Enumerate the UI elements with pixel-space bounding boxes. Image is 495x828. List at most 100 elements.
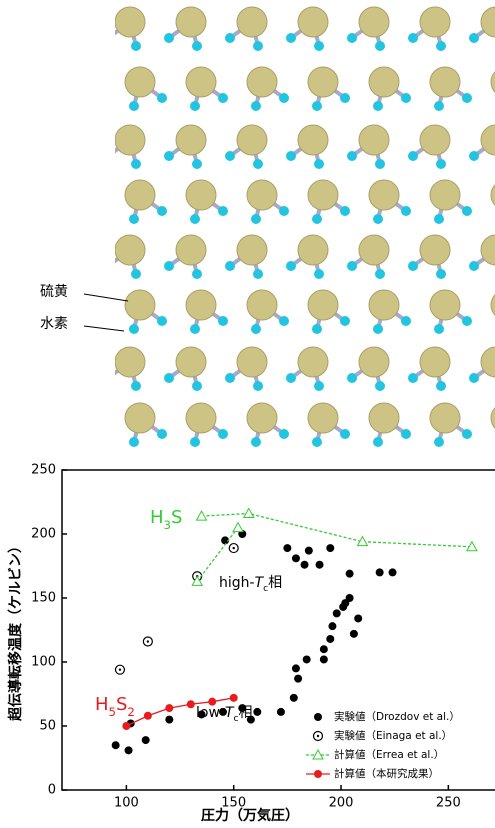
sulfur-atom — [247, 290, 277, 320]
hydrogen-atom — [279, 206, 289, 216]
sulfur-atom — [420, 125, 450, 155]
annotation: high-Tc相 — [219, 575, 282, 594]
hydrogen-atom — [373, 101, 383, 111]
marker-dot — [233, 547, 235, 549]
hydrogen-atom — [340, 429, 350, 439]
sulfur-atom — [237, 235, 267, 265]
marker — [339, 603, 347, 611]
hydrogen-atom — [253, 381, 263, 391]
sulfur-atom — [430, 403, 460, 433]
marker-dot — [317, 735, 319, 737]
sulfur-atom — [491, 403, 495, 433]
annotation-part: high- — [219, 575, 255, 591]
x-tick-label: 150 — [221, 796, 246, 811]
hydrogen-atom — [408, 261, 418, 271]
hydrogen-atom — [164, 151, 174, 161]
sulfur-atom — [176, 125, 206, 155]
sulfur-atom — [369, 67, 399, 97]
hydrogen-atom — [131, 41, 141, 51]
annotation-part: H — [150, 507, 164, 528]
annotation-part: 3 — [164, 518, 171, 532]
marker — [328, 622, 336, 630]
marker — [326, 544, 334, 552]
hydrogen-atom — [131, 269, 141, 279]
hydrogen-atom — [218, 93, 228, 103]
hydrogen-atom — [434, 437, 444, 447]
hydrogen-atom — [373, 214, 383, 224]
hydrogen-atom — [157, 93, 167, 103]
sulfur-atom — [369, 180, 399, 210]
hydrogen-atom — [340, 316, 350, 326]
marker — [230, 694, 238, 702]
annotation: H5S2 — [95, 694, 135, 719]
crystal-structure — [0, 0, 495, 447]
sulfur-atom — [247, 67, 277, 97]
hydrogen-atom — [462, 93, 472, 103]
marker-dot — [147, 640, 149, 642]
marker — [333, 609, 341, 617]
marker — [165, 716, 173, 724]
hydrogen-atom — [401, 316, 411, 326]
sulfur-atom — [359, 125, 389, 155]
sulfur-atom — [298, 235, 328, 265]
marker — [346, 570, 354, 578]
hydrogen-atom — [190, 101, 200, 111]
hydrogen-atom — [251, 437, 261, 447]
hydrogen-atom — [225, 33, 235, 43]
hydrogen-atom — [340, 93, 350, 103]
hydrogen-atom — [192, 41, 202, 51]
hydrogen-atom — [157, 206, 167, 216]
hydrogen-atom — [279, 429, 289, 439]
x-tick-label: 200 — [329, 796, 354, 811]
hydrogen-atom — [469, 151, 479, 161]
marker — [253, 708, 261, 716]
legend-marker — [314, 713, 322, 721]
sulfur-atom — [359, 7, 389, 37]
sulfur-atom — [237, 347, 267, 377]
hydrogen-atom — [375, 269, 385, 279]
hydrogen-atom — [253, 159, 263, 169]
sulfur-atom — [176, 235, 206, 265]
hydrogen-atom — [225, 261, 235, 271]
sulfur-atom — [247, 180, 277, 210]
hydrogen-atom — [314, 159, 324, 169]
hydrogen-atom — [401, 93, 411, 103]
sulfur-atom — [308, 180, 338, 210]
sulfur-atom — [308, 403, 338, 433]
y-tick-label: 0 — [48, 783, 56, 798]
annotation-part: 2 — [127, 705, 134, 719]
sulfur-atom — [420, 347, 450, 377]
marker — [283, 544, 291, 552]
sulfur-atom — [359, 235, 389, 265]
annotation: low-Tc相 — [196, 705, 253, 724]
y-tick-label: 100 — [31, 655, 56, 670]
sulfur-atom — [369, 403, 399, 433]
hydrogen-atom — [347, 33, 357, 43]
hydrogen-atom — [462, 316, 472, 326]
sulfur-atom — [491, 67, 495, 97]
hydrogen-atom — [251, 214, 261, 224]
hydrogen-atom — [279, 93, 289, 103]
hydrogen-atom — [164, 261, 174, 271]
hydrogen-atom — [129, 214, 139, 224]
y-tick-label: 150 — [31, 591, 56, 606]
annotation-part: 相 — [239, 705, 253, 721]
hydrogen-atom — [192, 269, 202, 279]
marker-dot — [119, 668, 121, 670]
hydrogen-atom — [314, 41, 324, 51]
marker — [292, 554, 300, 562]
hydrogen-atom — [192, 381, 202, 391]
hydrogen-atom — [373, 324, 383, 334]
plot-frame — [62, 470, 495, 790]
hydrogen-atom — [312, 101, 322, 111]
annotation-part: low- — [196, 705, 225, 721]
hydrogen-atom — [340, 206, 350, 216]
hydrogen-atom — [192, 159, 202, 169]
mask — [0, 0, 115, 445]
marker — [233, 523, 243, 532]
sulfur-atom — [298, 347, 328, 377]
annotation-part: 5 — [109, 705, 116, 719]
hydrogen-atom — [312, 324, 322, 334]
page: {"structure": {"labels": ["硫黄", "水素"]}, … — [0, 0, 495, 828]
hydrogen-atom — [469, 33, 479, 43]
